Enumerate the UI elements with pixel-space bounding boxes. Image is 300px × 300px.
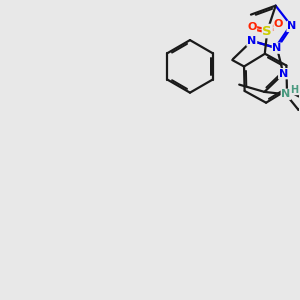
Text: H: H [290, 85, 298, 95]
Text: O: O [274, 20, 283, 29]
Text: S: S [262, 25, 272, 38]
Text: N: N [287, 21, 296, 32]
Text: N: N [247, 36, 256, 46]
Text: N: N [279, 69, 288, 79]
Text: N: N [281, 89, 290, 99]
Text: N: N [272, 43, 282, 53]
Text: O: O [247, 22, 256, 32]
Text: N: N [247, 36, 256, 46]
